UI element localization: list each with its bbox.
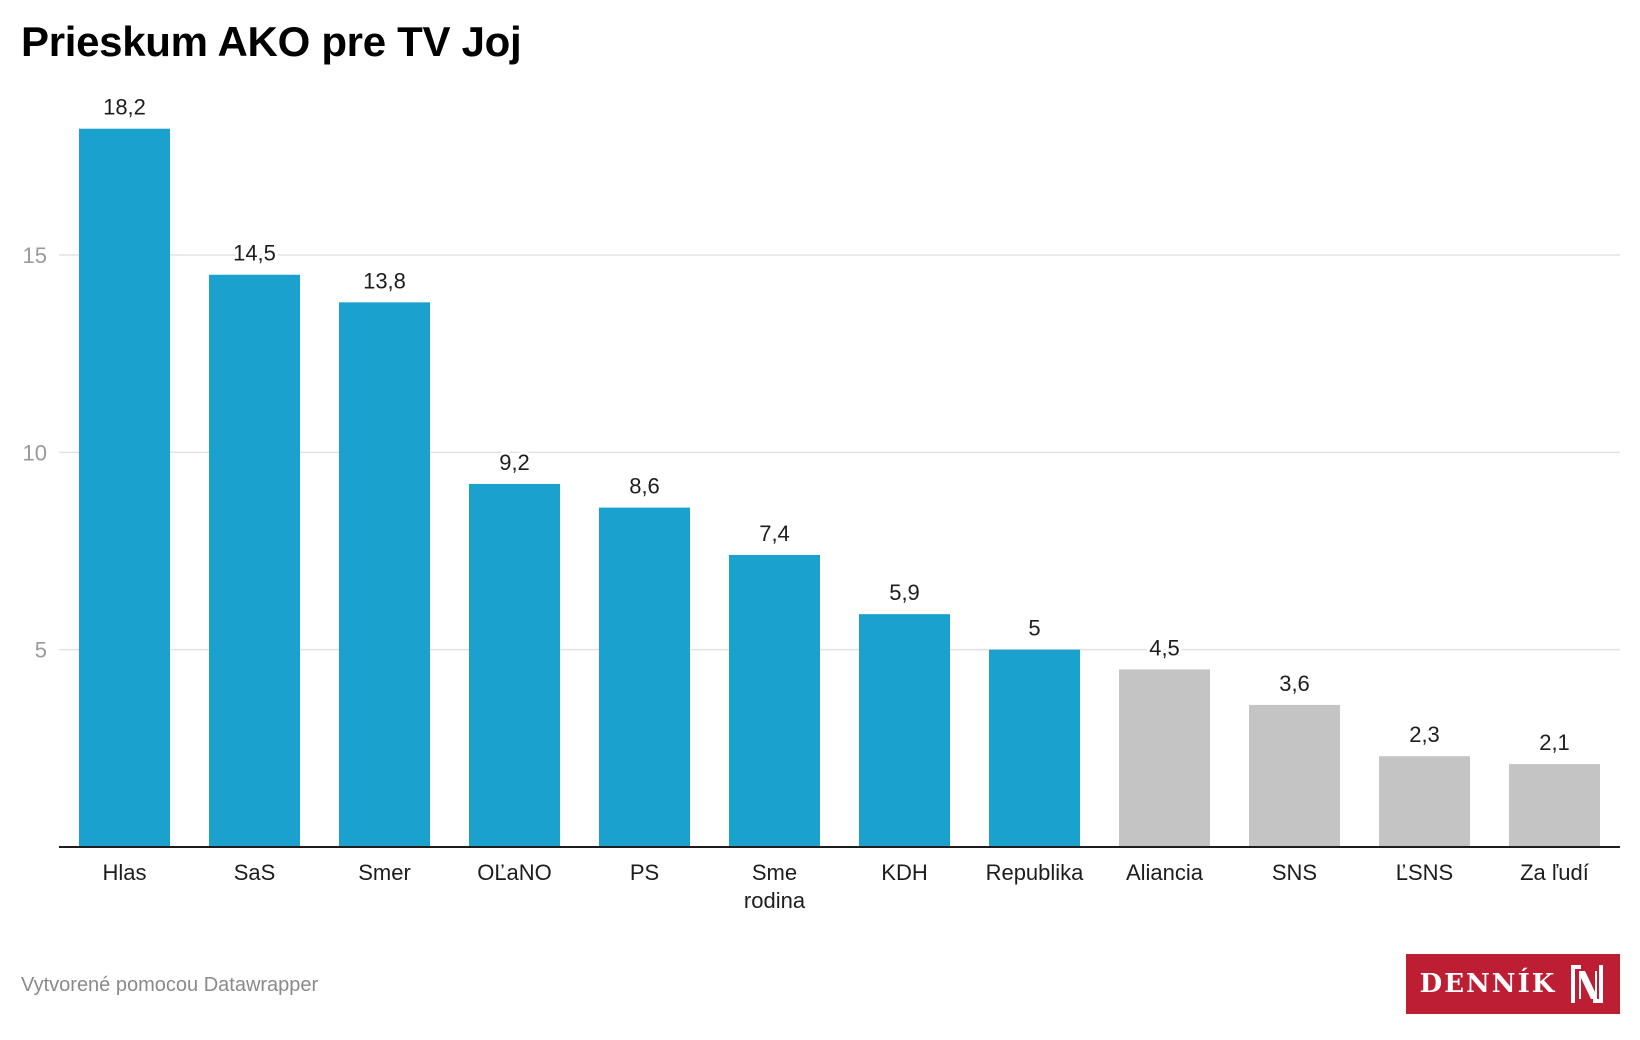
x-tick-label: OĽaNO xyxy=(477,860,552,885)
y-tick-label: 15 xyxy=(23,243,47,268)
x-tick-label: Hlas xyxy=(102,860,146,885)
gridlines: 5 10 15 xyxy=(23,243,1620,663)
x-tick-label: SNS xyxy=(1272,860,1317,885)
data-label: 4,5 xyxy=(1149,635,1180,660)
x-tick-label: KDH xyxy=(881,860,927,885)
y-tick-label: 5 xyxy=(35,638,47,663)
bar xyxy=(339,302,430,847)
bar xyxy=(209,274,300,847)
bar xyxy=(599,507,690,847)
x-tick-label: Za ľudí xyxy=(1520,860,1589,885)
data-label: 5,9 xyxy=(889,580,920,605)
data-label: 3,6 xyxy=(1279,671,1310,696)
dennik-n-logo[interactable]: DENNÍK xyxy=(1406,954,1620,1014)
x-tick-label: ĽSNS xyxy=(1396,860,1453,885)
data-label: 2,1 xyxy=(1539,730,1570,755)
data-label: 8,6 xyxy=(629,474,660,499)
y-tick-label: 10 xyxy=(23,440,47,465)
bar xyxy=(729,554,820,847)
bar-chart: 5 10 15 18,2 14,5 13,8 9,2 8,6 7,4 5,9 5 4,5 3,6 2,3… xyxy=(22,92,1620,913)
n-mark-icon xyxy=(1571,965,1604,1003)
bar xyxy=(859,614,950,847)
x-tick-label: rodina xyxy=(744,888,806,913)
data-label: 14,5 xyxy=(233,241,276,266)
x-tick-label: Sme xyxy=(752,860,797,885)
bar xyxy=(1119,669,1210,847)
data-labels: 18,2 14,5 13,8 9,2 8,6 7,4 5,9 5 4,5 3,6 2,3 2,1 xyxy=(100,92,1573,758)
bar xyxy=(1509,764,1600,847)
data-label: 13,8 xyxy=(363,268,406,293)
x-tick-label: PS xyxy=(630,860,659,885)
footer-credit: Vytvorené pomocou Datawrapper xyxy=(21,974,319,996)
bar xyxy=(79,128,170,847)
data-label: 7,4 xyxy=(759,521,790,546)
data-label: 9,2 xyxy=(499,450,530,475)
logo-text: DENNÍK xyxy=(1419,969,1557,999)
x-axis: Hlas SaS Smer OĽaNO PS Sme rodina KDH Republika A… xyxy=(59,846,1620,913)
bar xyxy=(469,483,560,847)
bar xyxy=(1249,704,1340,847)
x-tick-label: Republika xyxy=(986,860,1085,885)
x-tick-label: Aliancia xyxy=(1126,860,1204,885)
data-label: 18,2 xyxy=(103,95,146,120)
bars xyxy=(79,128,1600,847)
x-tick-label: SaS xyxy=(234,860,276,885)
chart-title: Prieskum AKO pre TV Joj xyxy=(21,18,522,65)
data-label: 2,3 xyxy=(1409,722,1440,747)
x-tick-label: Smer xyxy=(358,860,411,885)
bar xyxy=(1379,756,1470,847)
data-label: 5 xyxy=(1028,616,1040,641)
bar xyxy=(989,649,1080,847)
